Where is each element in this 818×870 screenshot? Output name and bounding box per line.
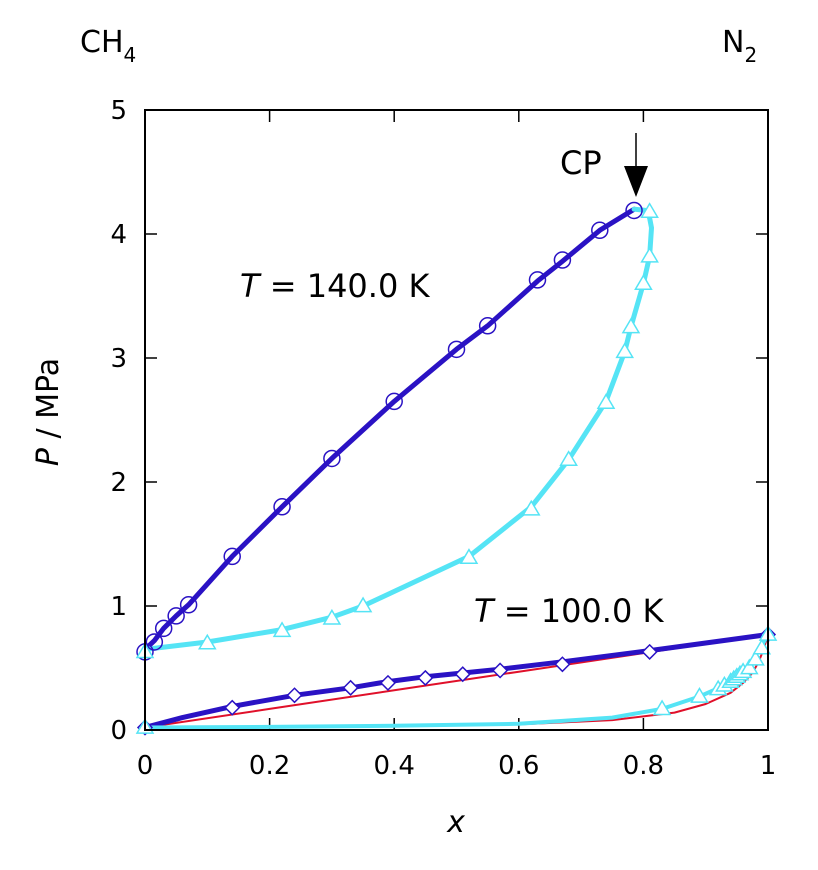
data-point-triangle (640, 246, 659, 263)
annotation-100K: T = 100.0 K (474, 592, 664, 630)
data-point-triangle (272, 621, 292, 638)
data-point-circle (528, 271, 547, 289)
data-point-diamond (641, 643, 658, 660)
annotation-140K: T = 140.0 K (240, 267, 430, 305)
y-tick-label: 1 (110, 592, 127, 622)
data-point-triangle (596, 393, 616, 409)
data-point-diamond (417, 669, 434, 686)
data-point-triangle (197, 633, 217, 650)
data-point-triangle (690, 687, 709, 703)
data-point-circle (179, 596, 198, 614)
y-tick-label: 5 (110, 96, 127, 126)
plot-frame (144, 109, 769, 731)
corner-label-left: CH4 (80, 25, 136, 67)
x-tick-label: 0.4 (374, 751, 415, 781)
data-point-circle (385, 392, 403, 411)
cp-arrow-head (624, 166, 648, 197)
data-point-circle (223, 547, 241, 566)
x-tick-label: 0 (137, 751, 154, 781)
x-tick-label: 0.8 (623, 751, 664, 781)
data-point-diamond (554, 656, 571, 673)
corner-label-right: N2 (722, 25, 757, 67)
data-point-circle (625, 201, 643, 220)
data-point-triangle (746, 649, 765, 666)
data-point-circle (447, 340, 466, 359)
data-point-triangle (459, 548, 479, 564)
data-point-triangle (752, 638, 772, 655)
x-tick-label: 0.2 (249, 751, 290, 781)
data-point-triangle (739, 658, 759, 675)
y-tick-label: 3 (110, 344, 127, 374)
x-tick-label: 1 (760, 751, 777, 781)
y-axis-title: P / MPa (31, 358, 66, 466)
series-line (145, 206, 637, 652)
y-tick-label: 4 (110, 220, 127, 250)
y-tick-label: 0 (110, 716, 127, 746)
data-point-triangle (634, 274, 653, 290)
data-point-circle (273, 498, 291, 516)
data-point-diamond (454, 666, 471, 683)
data-point-diamond (379, 674, 397, 691)
data-point-triangle (353, 596, 373, 613)
data-point-circle (145, 633, 164, 651)
data-point-circle (167, 607, 185, 625)
data-point-diamond (286, 687, 303, 704)
data-point-circle (323, 449, 341, 468)
data-point-diamond (224, 699, 241, 716)
data-point-triangle (640, 202, 659, 219)
data-point-triangle (559, 450, 578, 467)
data-point-triangle (652, 699, 672, 716)
data-point-triangle (621, 317, 641, 334)
data-point-circle (591, 221, 609, 240)
cp-label: CP (560, 144, 602, 182)
data-point-diamond (492, 662, 509, 679)
data-point-circle (154, 619, 173, 638)
x-tick-label: 0.6 (498, 751, 539, 781)
data-point-triangle (521, 499, 541, 516)
x-axis-title: x (446, 805, 465, 840)
data-point-triangle (615, 342, 635, 359)
data-point-diamond (342, 679, 359, 696)
data-point-triangle (322, 608, 342, 625)
series-line (145, 632, 768, 730)
data-point-circle (478, 317, 497, 335)
data-point-circle (553, 251, 572, 269)
y-tick-label: 2 (110, 468, 127, 498)
